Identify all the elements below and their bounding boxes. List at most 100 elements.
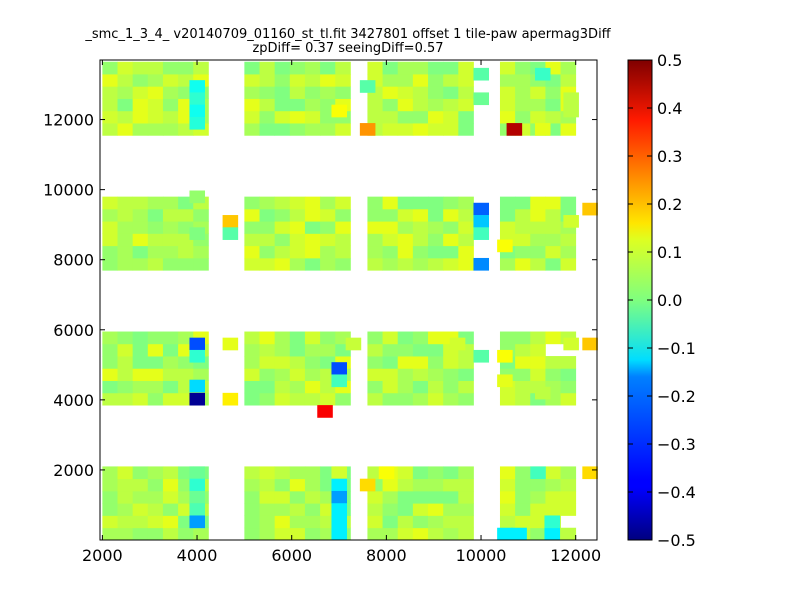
heatmap-cell — [244, 466, 260, 480]
heatmap-cell — [530, 221, 546, 234]
heatmap-cell — [259, 380, 276, 394]
heatmap-cell — [428, 196, 444, 210]
heatmap-cell — [443, 98, 459, 112]
heatmap-cell — [117, 110, 134, 124]
heatmap-cell — [560, 123, 577, 136]
heatmap-cell — [147, 233, 164, 247]
heatmap-cell — [189, 466, 206, 480]
heatmap-cell — [367, 196, 383, 210]
heatmap-cell — [335, 86, 351, 99]
heatmap-cell — [443, 356, 459, 369]
heatmap-cell — [367, 98, 383, 112]
heatmap-cell — [458, 86, 474, 99]
heatmap-cell — [530, 86, 546, 99]
heatmap-cell — [102, 233, 118, 247]
heatmap-cell — [367, 257, 383, 271]
heatmap-cell — [335, 221, 351, 234]
heatmap-cell — [367, 221, 383, 234]
heatmap-cell — [412, 74, 429, 87]
heatmap-cell — [545, 368, 561, 381]
heatmap-cell — [274, 257, 291, 271]
heatmap-cell — [560, 466, 577, 480]
x-tick-label: 8000 — [366, 546, 407, 565]
chart-title: _smc_1_3_4_ v20140709_01160_st_tl.fit 34… — [84, 27, 611, 42]
heatmap-cell — [222, 337, 239, 351]
heatmap-cell — [428, 331, 444, 345]
heatmap-cell — [331, 527, 348, 541]
heatmap-cell — [117, 527, 134, 541]
heatmap-cell — [545, 86, 561, 99]
heatmap-cell — [193, 368, 209, 381]
heatmap-cell — [289, 196, 306, 210]
heatmap-cell — [345, 337, 362, 351]
heatmap-cell — [274, 123, 291, 136]
plot-frame — [99, 59, 598, 541]
heatmap-cell — [458, 245, 474, 259]
heatmap-cell — [162, 208, 179, 222]
heatmap-cell — [147, 503, 164, 516]
heatmap-cell — [428, 515, 444, 529]
heatmap-cell — [515, 331, 531, 345]
heatmap-cell — [193, 61, 209, 75]
heatmap-cell — [515, 110, 531, 124]
heatmap-cell — [304, 478, 321, 492]
heatmap-cell — [102, 98, 118, 112]
heatmap-cell — [428, 343, 444, 357]
heatmap-cell — [367, 331, 383, 345]
heatmap-cell — [497, 527, 513, 541]
heatmap-cell — [102, 331, 118, 345]
heatmap-cell — [397, 490, 414, 504]
heatmap-cell — [259, 356, 276, 369]
heatmap-cell — [178, 245, 194, 259]
heatmap-cell — [102, 503, 118, 516]
heatmap-cell — [117, 74, 134, 87]
heatmap-cell — [304, 245, 321, 259]
heatmap-cell — [289, 503, 306, 516]
heatmap-cell — [244, 257, 260, 271]
heatmap-cell — [443, 196, 459, 210]
heatmap-cell — [222, 392, 239, 406]
heatmap-cell — [397, 515, 414, 529]
heatmap-cell — [412, 221, 429, 234]
heatmap-cell — [515, 98, 531, 112]
heatmap-cell — [289, 208, 306, 222]
heatmap-cell — [117, 343, 134, 357]
heatmap-cell — [320, 123, 336, 136]
heatmap-cell — [367, 343, 383, 357]
heatmap-cell — [320, 208, 336, 222]
heatmap-cell — [397, 478, 414, 492]
heatmap-cell — [132, 527, 149, 541]
heatmap-cell — [162, 331, 179, 345]
heatmap-cell — [289, 331, 306, 345]
heatmap-cell — [428, 490, 444, 504]
heatmap-cell — [147, 331, 164, 345]
heatmap-cell — [189, 515, 206, 529]
heatmap-cell — [102, 356, 118, 369]
y-tick-label: 12000 — [43, 111, 94, 130]
heatmap-cell — [530, 466, 546, 480]
heatmap-cell — [473, 215, 490, 228]
heatmap-cell — [499, 86, 516, 99]
heatmap-cell — [443, 368, 459, 381]
heatmap-cell — [117, 98, 134, 112]
heatmap-cell — [259, 245, 276, 259]
heatmap-cell — [162, 86, 179, 99]
heatmap-cell — [545, 110, 561, 124]
heatmap-cell — [132, 356, 149, 369]
heatmap-cell — [367, 245, 383, 259]
heatmap-cell — [412, 368, 429, 381]
heatmap-cell — [259, 368, 276, 381]
heatmap-cell — [560, 392, 577, 406]
heatmap-cell — [147, 380, 164, 394]
colorbar-tick-label: 0.4 — [657, 99, 682, 118]
x-tick-label: 2000 — [82, 546, 123, 565]
colorbar-tick-label: −0.1 — [657, 339, 696, 358]
heatmap-cell — [289, 356, 306, 369]
heatmap-cell — [530, 196, 546, 210]
heatmap-cell — [335, 257, 351, 271]
heatmap-cell — [382, 490, 399, 504]
heatmap-cell — [499, 478, 516, 492]
heatmap-cell — [259, 515, 276, 529]
heatmap-cell — [397, 221, 414, 234]
heatmap-cell — [382, 86, 399, 99]
